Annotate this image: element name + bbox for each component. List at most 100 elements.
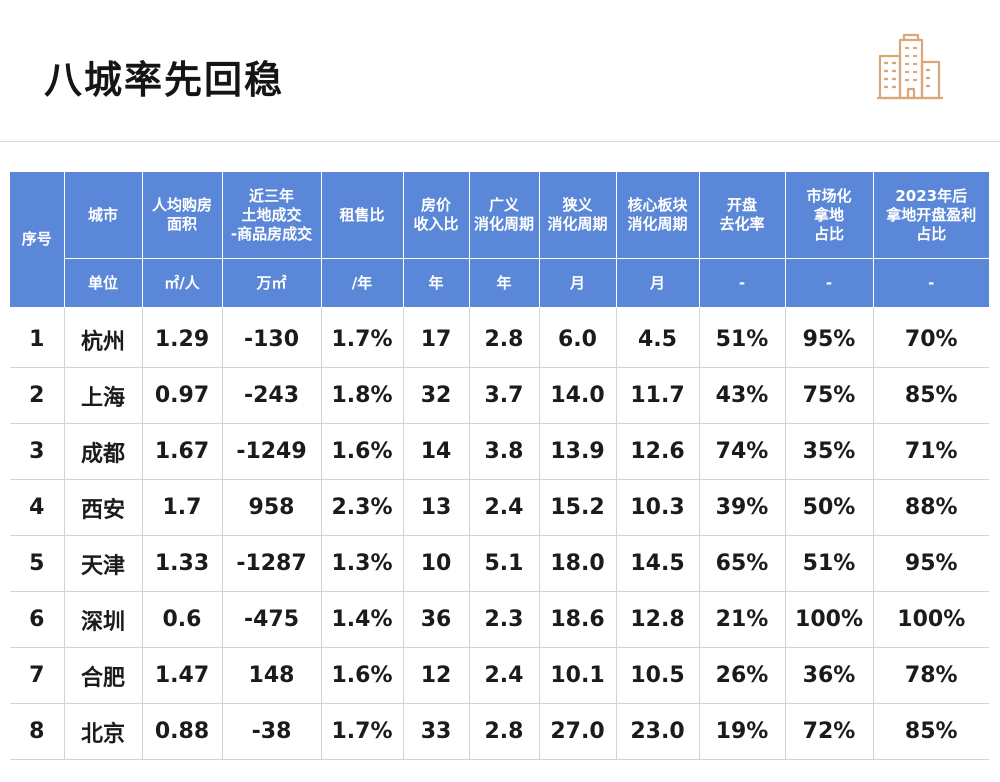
- table-row: 3 成都 1.67 -1249 1.6% 14 3.8 13.9 12.6 74% 35% 71%: [10, 423, 989, 480]
- table-cell: 0.97: [142, 367, 223, 424]
- table-cell: -38: [222, 703, 322, 760]
- city-cell: 天津: [64, 535, 143, 592]
- table-cell: 100%: [785, 591, 874, 648]
- table-cell: 14.5: [616, 535, 700, 592]
- table-cell: 43%: [699, 367, 786, 424]
- table-cell: 11.7: [616, 367, 700, 424]
- table-cell: 74%: [699, 423, 786, 480]
- column-header: 市场化 拿地 占比: [785, 172, 874, 259]
- table-cell: -1249: [222, 423, 322, 480]
- table-cell: 12.8: [616, 591, 700, 648]
- table-cell: 50%: [785, 479, 874, 536]
- table-cell: 85%: [873, 703, 989, 760]
- table-row: 7 合肥 1.47 148 1.6% 12 2.4 10.1 10.5 26% 36% 78%: [10, 647, 989, 704]
- table-cell: 958: [222, 479, 322, 536]
- table-cell: 75%: [785, 367, 874, 424]
- row-index-cell: 2: [10, 367, 65, 424]
- table-cell: 39%: [699, 479, 786, 536]
- table-cell: 2.4: [469, 647, 540, 704]
- unit-cell: 万㎡: [222, 258, 322, 308]
- table-cell: 14.0: [539, 367, 617, 424]
- table-cell: 33: [403, 703, 470, 760]
- unit-cell: -: [699, 258, 786, 308]
- column-header: 城市: [64, 172, 143, 259]
- row-index-cell: 7: [10, 647, 65, 704]
- table-cell: 1.4%: [321, 591, 404, 648]
- table-cell: 72%: [785, 703, 874, 760]
- table-cell: 1.7%: [321, 307, 404, 368]
- table-row: 1 杭州 1.29 -130 1.7% 17 2.8 6.0 4.5 51% 95% 70%: [10, 307, 989, 368]
- column-header: 狭义 消化周期: [539, 172, 617, 259]
- unit-cell: -: [873, 258, 989, 308]
- table-cell: 23.0: [616, 703, 700, 760]
- row-index-cell: 1: [10, 307, 65, 368]
- city-cell: 深圳: [64, 591, 143, 648]
- table-cell: 51%: [699, 307, 786, 368]
- table-cell: 4.5: [616, 307, 700, 368]
- table-cell: 36: [403, 591, 470, 648]
- table-cell: 17: [403, 307, 470, 368]
- column-header: 房价 收入比: [403, 172, 470, 259]
- table-cell: 1.8%: [321, 367, 404, 424]
- table-cell: 10.5: [616, 647, 700, 704]
- table-cell: 70%: [873, 307, 989, 368]
- row-index-cell: 8: [10, 703, 65, 760]
- table-cell: 2.3: [469, 591, 540, 648]
- table-cell: 1.33: [142, 535, 223, 592]
- table-row: 4 西安 1.7 958 2.3% 13 2.4 15.2 10.3 39% 50% 88%: [10, 479, 989, 536]
- table-cell: 0.6: [142, 591, 223, 648]
- table-cell: 2.8: [469, 307, 540, 368]
- table-cell: 1.3%: [321, 535, 404, 592]
- unit-cell: 单位: [64, 258, 143, 308]
- city-cell: 合肥: [64, 647, 143, 704]
- column-header: 开盘 去化率: [699, 172, 786, 259]
- column-header: 2023年后 拿地开盘盈利 占比: [873, 172, 989, 259]
- table-cell: 78%: [873, 647, 989, 704]
- table-cell: 2.3%: [321, 479, 404, 536]
- table-cell: 15.2: [539, 479, 617, 536]
- table-cell: 95%: [873, 535, 989, 592]
- table-cell: 85%: [873, 367, 989, 424]
- table-cell: 3.8: [469, 423, 540, 480]
- unit-cell: ㎡/人: [142, 258, 223, 308]
- column-header: 租售比: [321, 172, 404, 259]
- table-cell: 1.6%: [321, 423, 404, 480]
- table-cell: 95%: [785, 307, 874, 368]
- table-cell: 18.0: [539, 535, 617, 592]
- table-cell: 27.0: [539, 703, 617, 760]
- table-cell: 12.6: [616, 423, 700, 480]
- table-cell: 6.0: [539, 307, 617, 368]
- unit-cell: 年: [403, 258, 470, 308]
- table-cell: 10.3: [616, 479, 700, 536]
- table-cell: 2.4: [469, 479, 540, 536]
- table-cell: 0.88: [142, 703, 223, 760]
- table-cell: 35%: [785, 423, 874, 480]
- table-cell: 2.8: [469, 703, 540, 760]
- row-index-cell: 6: [10, 591, 65, 648]
- table-row: 8 北京 0.88 -38 1.7% 33 2.8 27.0 23.0 19% 72% 85%: [10, 703, 989, 760]
- city-cell: 西安: [64, 479, 143, 536]
- table-cell: 100%: [873, 591, 989, 648]
- city-cell: 成都: [64, 423, 143, 480]
- column-header: 广义 消化周期: [469, 172, 540, 259]
- table-cell: -475: [222, 591, 322, 648]
- table-cell: 65%: [699, 535, 786, 592]
- table-cell: 1.7: [142, 479, 223, 536]
- table-cell: 148: [222, 647, 322, 704]
- table-cell: -1287: [222, 535, 322, 592]
- table-row: 5 天津 1.33 -1287 1.3% 10 5.1 18.0 14.5 65% 51% 95%: [10, 535, 989, 592]
- table-cell: -243: [222, 367, 322, 424]
- table-cell: 1.67: [142, 423, 223, 480]
- table-cell: 1.6%: [321, 647, 404, 704]
- table-cell: -130: [222, 307, 322, 368]
- table-cell: 88%: [873, 479, 989, 536]
- column-header: 人均购房 面积: [142, 172, 223, 259]
- city-cell: 北京: [64, 703, 143, 760]
- row-index-cell: 5: [10, 535, 65, 592]
- unit-cell: -: [785, 258, 874, 308]
- city-stats-table: 序号 城市 人均购房 面积 近三年 土地成交 -商品房成交 租售比 房价 收入比 广义 消…: [10, 172, 989, 760]
- column-header-index: 序号: [10, 172, 65, 308]
- city-cell: 上海: [64, 367, 143, 424]
- table-cell: 36%: [785, 647, 874, 704]
- building-icon: [877, 33, 943, 100]
